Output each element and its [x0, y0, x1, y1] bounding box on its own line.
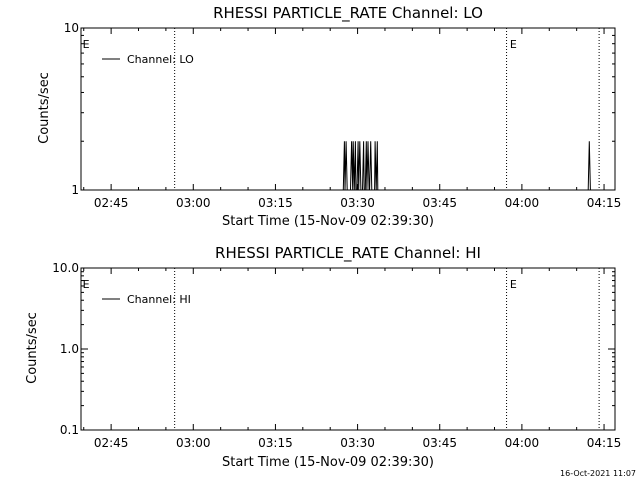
lo-x-tick-label: 03:00 [176, 196, 211, 210]
lo-x-tick-label: 03:30 [340, 196, 375, 210]
hi-channel-panel: RHESSI PARTICLE_RATE Channel: HI Start T… [25, 244, 621, 470]
hi-y-axis-label: Counts/sec [25, 312, 40, 384]
lo-plot-frame [80, 27, 616, 191]
lo-x-tick-label: 04:00 [505, 196, 540, 210]
hi-x-axis-label: Start Time (15-Nov-09 02:39:30) [222, 455, 434, 470]
lo-x-tick-label: 03:45 [422, 196, 457, 210]
hi-event-marker: E [510, 278, 517, 291]
lo-y-tick-label: 10 [64, 21, 79, 35]
lo-x-tick-label: 02:45 [94, 196, 129, 210]
hi-chart-title: RHESSI PARTICLE_RATE Channel: HI [215, 244, 481, 263]
lo-x-tick-label: 04:15 [587, 196, 622, 210]
hi-x-tick-label: 03:45 [422, 436, 457, 450]
hi-y-tick-label: 0.1 [60, 423, 79, 437]
lo-event-marker: E [510, 38, 517, 51]
hi-x-tick-label: 03:15 [258, 436, 293, 450]
generation-timestamp: 16-Oct-2021 11:07 [560, 469, 636, 478]
hi-x-tick-label: 03:00 [176, 436, 211, 450]
hi-y-tick-label: 10.0 [52, 261, 79, 275]
hi-x-tick-label: 03:30 [340, 436, 375, 450]
hi-x-tick-label: 02:45 [94, 436, 129, 450]
lo-chart-title: RHESSI PARTICLE_RATE Channel: LO [213, 4, 483, 23]
hi-x-tick-label: 04:00 [505, 436, 540, 450]
hi-legend-label: Channel: HI [127, 293, 191, 306]
hi-y-tick-label: 1.0 [60, 342, 79, 356]
lo-channel-panel: RHESSI PARTICLE_RATE Channel: LO Start T… [37, 4, 621, 229]
lo-y-axis-label: Counts/sec [37, 72, 52, 144]
lo-y-tick-label: 1 [71, 183, 79, 197]
lo-x-axis-label: Start Time (15-Nov-09 02:39:30) [222, 214, 434, 229]
hi-plot-frame [80, 267, 616, 431]
hi-x-tick-label: 04:15 [587, 436, 622, 450]
lo-legend-label: Channel: LO [127, 53, 194, 66]
hi-event-marker: E [83, 278, 90, 291]
lo-event-marker: E [83, 38, 90, 51]
lo-x-tick-label: 03:15 [258, 196, 293, 210]
